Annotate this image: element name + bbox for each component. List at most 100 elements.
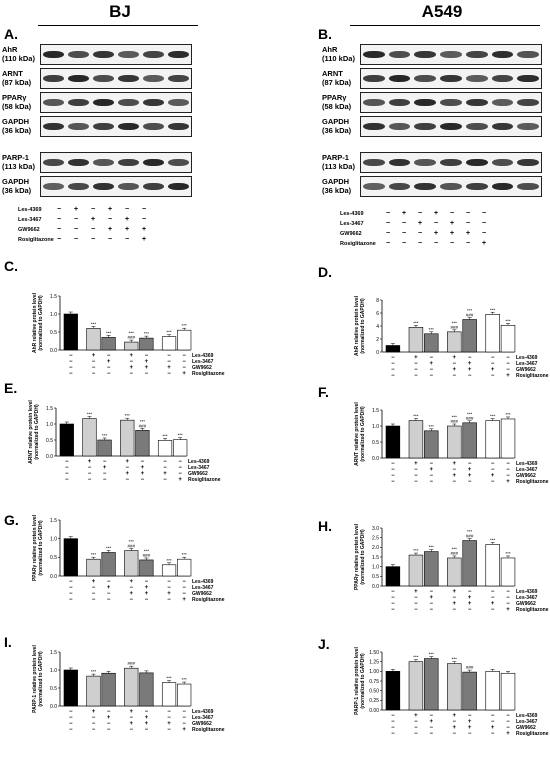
blot-band	[491, 123, 514, 130]
treatment-sign: −	[167, 585, 171, 591]
treatment-sign: −	[88, 471, 92, 477]
treatment-name: Rosiglitazone	[516, 373, 549, 379]
treatment-sign: −	[506, 461, 510, 467]
treatment-sign: −	[103, 471, 107, 477]
treatment-sign: −	[414, 725, 418, 731]
blot-band	[68, 99, 89, 106]
treatment-name: Les-4369	[516, 713, 538, 719]
treatment-sign: −	[417, 210, 423, 217]
treatment-sign: −	[491, 595, 495, 601]
treatment-sign: −	[468, 589, 472, 595]
blot-band	[517, 99, 539, 106]
blot-strip	[360, 152, 542, 173]
treatment-sign: −	[414, 473, 418, 479]
blot-band	[363, 123, 385, 130]
y-axis-label: PPARγ relative protein level	[32, 514, 38, 581]
y-axis-label: (normalized to GAPDH)	[360, 406, 366, 462]
treatment-sign: +	[453, 355, 457, 361]
treatment-sign: +	[453, 461, 457, 467]
treatment-sign: +	[414, 713, 418, 719]
treatment-name: Les-4369	[18, 207, 42, 213]
blot-band	[118, 159, 139, 166]
treatment-sign: −	[506, 595, 510, 601]
treatment-sign: +	[468, 595, 472, 601]
treatment-sign: +	[182, 727, 186, 733]
treatment-sign: +	[141, 465, 145, 471]
significance-label: ***	[182, 677, 188, 682]
treatment-sign: −	[506, 725, 510, 731]
significance-label: ###	[466, 534, 474, 539]
blot-band	[363, 75, 385, 82]
treatment-name: GW9662	[188, 471, 208, 477]
blot-band	[68, 51, 89, 58]
treatment-name: Les-3467	[516, 719, 538, 725]
significance-label: ###	[139, 423, 147, 428]
blot-row-label: PARP-1 (113 kDa)	[2, 153, 35, 171]
significance-label: ***	[413, 548, 419, 553]
blot-band	[388, 159, 411, 166]
treatment-sign: +	[145, 591, 149, 597]
treatment-sign: +	[167, 591, 171, 597]
blot-row-label: PPARγ (58 kDa)	[322, 93, 352, 111]
blot-band	[388, 75, 411, 82]
treatment-name: Les-3467	[516, 361, 538, 367]
treatment-name: GW9662	[516, 367, 536, 373]
treatment-sign: −	[124, 206, 130, 213]
treatment-name: GW9662	[340, 231, 362, 237]
treatment-sign: −	[107, 721, 111, 727]
blot-band	[68, 75, 89, 82]
blot-band	[168, 123, 189, 130]
y-axis-label: ARNT relative protein level	[28, 400, 34, 464]
treatment-sign: +	[73, 206, 79, 213]
y-tick-label: 0.75	[369, 679, 379, 685]
treatment-sign: −	[167, 579, 171, 585]
treatment-name: Rosiglitazone	[192, 371, 225, 377]
treatment-sign: −	[491, 467, 495, 473]
treatment-sign: −	[92, 359, 96, 365]
treatment-sign: +	[141, 236, 147, 243]
blot-band	[517, 123, 539, 130]
bar	[408, 326, 424, 353]
blot-row-label: GAPDH (36 kDa)	[322, 177, 352, 195]
treatment-sign: −	[385, 240, 391, 247]
y-tick-label: 0.5	[50, 330, 57, 336]
treatment-sign: −	[468, 461, 472, 467]
treatment-sign: −	[391, 601, 395, 607]
treatment-sign: −	[391, 731, 395, 737]
significance-label: ###	[128, 661, 136, 666]
treatment-name: GW9662	[192, 721, 212, 727]
blot-band	[93, 159, 114, 166]
treatment-name: Les-4369	[188, 459, 210, 465]
bar	[500, 418, 516, 459]
treatment-name: Rosiglitazone	[192, 597, 225, 603]
chart-panel-letter: C.	[4, 258, 18, 274]
significance-label: ***	[429, 327, 435, 332]
blot-panel-letter: B.	[318, 26, 332, 42]
blot-band	[465, 183, 488, 190]
treatment-sign: +	[417, 220, 423, 227]
y-tick-label: 0	[376, 350, 379, 356]
treatment-sign: −	[182, 365, 186, 371]
treatment-sign: −	[145, 709, 149, 715]
treatment-sign: −	[107, 727, 111, 733]
blot-band	[118, 183, 139, 190]
treatment-sign: +	[430, 719, 434, 725]
y-tick-label: 1.0	[50, 536, 57, 542]
y-tick-label: 2.5	[372, 535, 379, 541]
treatment-sign: −	[453, 373, 457, 379]
y-tick-label: 1.0	[46, 422, 53, 428]
blot-band	[43, 159, 64, 166]
treatment-sign: −	[391, 725, 395, 731]
treatment-name: Rosiglitazone	[516, 731, 549, 737]
treatment-sign: −	[182, 715, 186, 721]
y-tick-label: 0.0	[372, 456, 379, 462]
treatment-sign: −	[90, 236, 96, 243]
treatment-sign: +	[453, 473, 457, 479]
bar	[408, 661, 424, 711]
blot-band	[68, 123, 89, 130]
blot-strip	[40, 92, 192, 113]
treatment-sign: −	[506, 367, 510, 373]
treatment-sign: −	[107, 365, 111, 371]
treatment-sign: +	[130, 579, 134, 585]
treatment-sign: −	[167, 353, 171, 359]
